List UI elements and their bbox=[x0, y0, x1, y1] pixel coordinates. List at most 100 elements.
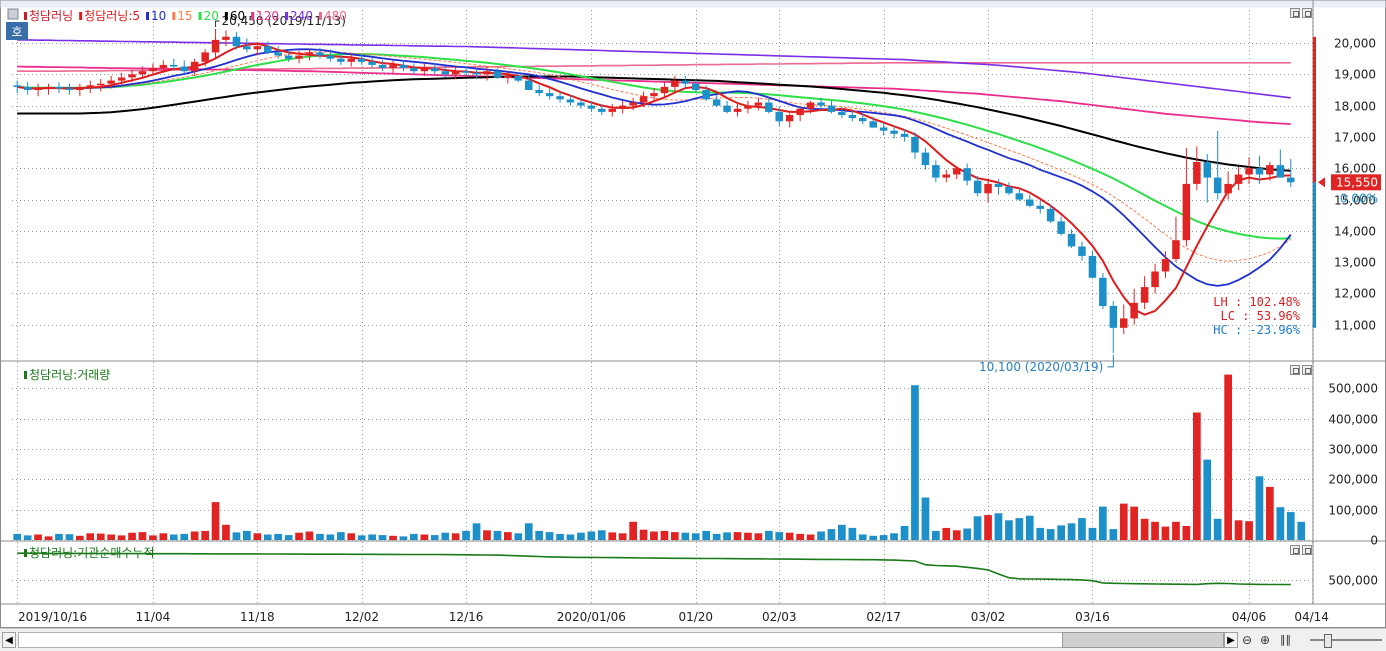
candle-body bbox=[785, 115, 794, 122]
volume-bar bbox=[483, 530, 491, 540]
x-axis-label: 03/16 bbox=[1075, 610, 1110, 624]
volume-bar bbox=[1046, 529, 1055, 540]
volume-bar bbox=[785, 532, 794, 540]
volume-panel-close-button[interactable] bbox=[1302, 365, 1312, 375]
volume-bar bbox=[618, 533, 627, 540]
candle-body bbox=[1255, 168, 1264, 175]
candle-body bbox=[712, 99, 721, 106]
price-tick-label: 20,000 bbox=[1334, 37, 1376, 51]
volume-bar bbox=[107, 534, 115, 540]
candle-body bbox=[1287, 177, 1295, 183]
candle-body bbox=[639, 96, 648, 103]
volume-bar bbox=[608, 532, 617, 540]
legend-swatch bbox=[251, 12, 255, 20]
inst-legend-label: 청담러닝:기관순매수누적 bbox=[29, 546, 154, 560]
volume-bar bbox=[848, 527, 857, 540]
candle-body bbox=[869, 121, 877, 128]
candle-body bbox=[692, 83, 700, 90]
candle-body bbox=[86, 85, 94, 87]
x-axis-label: 04/06 bbox=[1232, 610, 1267, 624]
volume-bar bbox=[1193, 412, 1201, 540]
volume-bar bbox=[347, 533, 356, 540]
price-tick-label: 12,000 bbox=[1334, 287, 1376, 301]
candle-body bbox=[838, 111, 846, 115]
candle-body bbox=[775, 111, 783, 122]
price-panel-close-button[interactable] bbox=[1302, 8, 1312, 18]
volume-bar bbox=[472, 523, 481, 540]
volume-bar bbox=[55, 533, 63, 540]
x-axis-label: 12/02 bbox=[344, 610, 379, 624]
legend-box-icon bbox=[7, 8, 19, 20]
x-axis-label: 01/20 bbox=[678, 610, 713, 624]
volume-bar bbox=[420, 534, 429, 540]
candle-body bbox=[817, 102, 825, 106]
volume-bar bbox=[994, 513, 1003, 540]
price-panel-maximize-button[interactable] bbox=[1290, 8, 1300, 18]
volume-bar bbox=[44, 536, 53, 540]
volume-bar bbox=[1130, 506, 1138, 540]
candle-body bbox=[34, 88, 42, 90]
candle-body bbox=[1172, 240, 1180, 259]
volume-bar bbox=[378, 535, 387, 540]
volume-bar bbox=[556, 533, 564, 540]
volume-bar bbox=[869, 535, 878, 541]
candle-body bbox=[337, 58, 345, 62]
candle-body bbox=[1057, 221, 1065, 234]
candle-body bbox=[483, 71, 491, 75]
stock-chart[interactable]: 11,000 12,000 13,000 14,000 15,000 16,000 17,0… bbox=[0, 0, 1386, 628]
candle-body bbox=[357, 58, 366, 62]
scroll-track[interactable] bbox=[18, 632, 1088, 648]
scroll-thumb[interactable] bbox=[1062, 632, 1224, 648]
volume-bar bbox=[368, 534, 376, 540]
candle-body bbox=[702, 90, 710, 100]
scroll-left-icon[interactable]: ◀ bbox=[2, 632, 16, 648]
volume-bar bbox=[952, 530, 961, 540]
volume-bar bbox=[827, 529, 836, 540]
volume-bar bbox=[838, 524, 846, 540]
zoom-in-icon[interactable]: ⊕ bbox=[1260, 633, 1271, 647]
chart-scrollbar[interactable]: ◀ ▶ ⊖ ⊕ ‖‖ bbox=[0, 628, 1386, 651]
title-strip bbox=[0, 0, 1386, 8]
candle-body bbox=[295, 55, 303, 59]
last-price-box bbox=[1331, 174, 1381, 191]
candle-body bbox=[660, 86, 669, 94]
volume-tick-label: 400,000 bbox=[1328, 413, 1378, 427]
volume-bar bbox=[284, 535, 293, 540]
volume-bar bbox=[932, 530, 940, 540]
x-axis-label: 2019/10/16 bbox=[18, 610, 87, 624]
marker-label: 호 bbox=[11, 25, 22, 39]
inst-panel-close-button[interactable] bbox=[1302, 545, 1312, 555]
ma-15-line bbox=[17, 51, 1292, 262]
volume-bar bbox=[650, 531, 658, 540]
scroll-right-icon[interactable]: ▶ bbox=[1224, 632, 1238, 648]
bar-width-icon[interactable]: ‖‖ bbox=[1280, 633, 1291, 646]
volume-bar bbox=[733, 532, 742, 540]
legend-swatch bbox=[198, 12, 202, 20]
volume-bar bbox=[128, 532, 136, 540]
x-axis-label: 12/16 bbox=[449, 610, 484, 624]
volume-bar bbox=[597, 530, 606, 540]
candle-body bbox=[754, 102, 763, 106]
volume-bar bbox=[337, 532, 345, 540]
x-axis-label: 04/14 bbox=[1294, 610, 1329, 624]
zoom-slider-knob[interactable] bbox=[1324, 634, 1332, 648]
volume-bar bbox=[305, 531, 314, 540]
zoom-slider[interactable] bbox=[1310, 632, 1382, 648]
candle-body bbox=[911, 136, 919, 153]
candle-body bbox=[953, 168, 961, 175]
candle-body bbox=[1099, 277, 1107, 306]
volume-bar bbox=[973, 516, 982, 540]
volume-bar bbox=[587, 531, 596, 540]
candle-body bbox=[1036, 205, 1044, 209]
volume-panel-maximize-button[interactable] bbox=[1290, 365, 1300, 375]
legend-label-2: 10 bbox=[151, 9, 166, 23]
candle-body bbox=[441, 71, 449, 75]
legend-label-8: 480 bbox=[324, 9, 347, 23]
last-price-arrow-icon bbox=[1318, 177, 1325, 188]
volume-bar bbox=[1286, 512, 1295, 540]
volume-bar bbox=[1182, 526, 1191, 540]
zoom-out-icon[interactable]: ⊖ bbox=[1242, 633, 1253, 647]
candle-body bbox=[451, 71, 460, 75]
inst-panel-maximize-button[interactable] bbox=[1290, 545, 1300, 555]
volume-bar bbox=[201, 530, 209, 540]
